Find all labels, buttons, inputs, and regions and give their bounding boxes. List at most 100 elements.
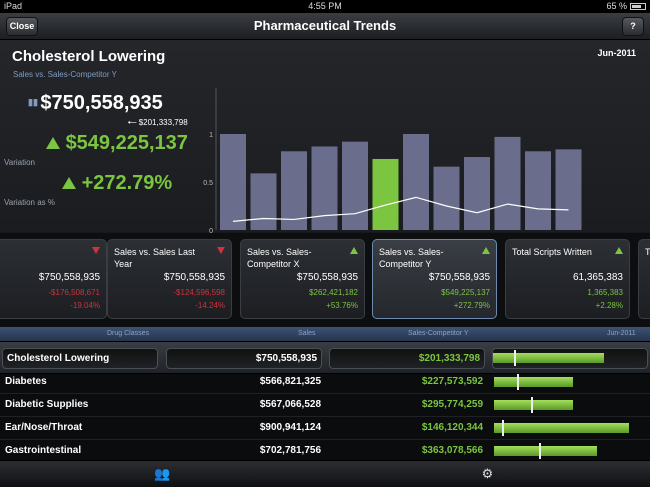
- kpi-card-value: $750,558,935: [163, 272, 225, 283]
- selected-bar-cell: [492, 348, 648, 369]
- kpi-card-pct: +272.79%: [453, 301, 490, 310]
- kpi-card[interactable]: s $750,558,935 -$176,508,671 -19.04%: [0, 239, 107, 319]
- competitor-value: •─ $201,333,798: [128, 118, 188, 127]
- chart-bar[interactable]: [494, 136, 521, 230]
- kpi-card[interactable]: Sales vs. Sales Last Year $750,558,935 -$1…: [107, 239, 232, 319]
- battery-indicator: 65 %: [606, 1, 646, 11]
- kpi-card-value: $750,558,935: [296, 272, 358, 283]
- col-period: Jun-2011: [607, 330, 636, 337]
- summary-subtitle: Sales vs. Sales-Competitor Y: [13, 70, 117, 79]
- competitor-marker: [538, 443, 541, 459]
- kpi-card[interactable]: Total Scripts Written 61,365,383 1,365,383…: [505, 239, 630, 319]
- row-name: Ear/Nose/Throat: [5, 422, 83, 433]
- summary-date: Jun-2011: [597, 48, 636, 58]
- up-arrow-icon: [62, 177, 76, 189]
- row-sales: $702,781,756: [259, 445, 321, 456]
- row-competitor: $295,774,259: [421, 399, 483, 410]
- kpi-card-title: Sales vs. Sales-Competitor Y: [379, 247, 444, 269]
- up-arrow-icon: [482, 247, 490, 254]
- variation-pct-value: +272.79%: [62, 172, 172, 195]
- close-button[interactable]: Close: [6, 17, 38, 36]
- kpi-card-pct: -19.04%: [70, 301, 100, 310]
- y-tick-label: 1: [209, 132, 213, 139]
- up-arrow-icon: [46, 137, 60, 149]
- clock: 4:55 PM: [308, 1, 342, 11]
- chart-bar[interactable]: [281, 151, 307, 230]
- col-competitor: Sales-Competitor Y: [408, 330, 469, 337]
- chart-bar[interactable]: [555, 149, 582, 230]
- nav-bar: Close Pharmaceutical Trends ?: [0, 13, 650, 40]
- bar-chart-icon: ▮▮: [28, 97, 41, 107]
- row-sales: $567,066,528: [259, 399, 321, 410]
- kpi-cards: s $750,558,935 -$176,508,671 -19.04% Sales v…: [0, 233, 650, 327]
- kpi-card-value: 61,365,383: [572, 272, 623, 283]
- kpi-card-title: s: [0, 246, 85, 258]
- kpi-card[interactable]: Sales vs. Sales-Competitor Y $750,558,935…: [372, 239, 497, 319]
- chart-bar[interactable]: [525, 151, 551, 230]
- row-competitor: $363,078,566: [421, 445, 483, 456]
- kpi-card-pct: -14.24%: [195, 301, 225, 310]
- kpi-card-delta: $262,421,182: [309, 288, 358, 297]
- row-sales: $900,941,124: [259, 422, 321, 433]
- competitor-marker: [517, 374, 520, 390]
- chart-bar[interactable]: [464, 157, 490, 230]
- col-drug-classes: Drug Classes: [107, 330, 150, 337]
- sales-bar: [493, 353, 604, 363]
- kpi-card-title: Sales vs. Sales-Competitor X: [247, 247, 312, 269]
- variation-pct-label: Variation as %: [4, 198, 55, 207]
- row-name: Gastrointestinal: [5, 445, 82, 456]
- kpi-card-title: Sales vs. Sales Last Year: [114, 247, 196, 269]
- chart-bar[interactable]: [372, 158, 399, 230]
- chart-bar[interactable]: [403, 134, 429, 230]
- selected-competitor: $201,333,798: [329, 348, 485, 369]
- kpi-card-delta: -$124,596,598: [173, 288, 225, 297]
- chart-bar[interactable]: [433, 166, 460, 230]
- kpi-card-delta: 1,365,383: [587, 288, 623, 297]
- chart-bar[interactable]: [250, 173, 277, 230]
- col-sales: Sales: [298, 330, 316, 337]
- battery-icon: [630, 3, 646, 10]
- chart-bar[interactable]: [220, 134, 246, 230]
- table-header: Drug Classes Sales Sales-Competitor Y Ju…: [0, 327, 650, 341]
- y-tick-label: 0: [209, 228, 213, 235]
- sales-bar: [494, 423, 629, 433]
- kpi-card-pct: +53.76%: [326, 301, 358, 310]
- row-name: Diabetic Supplies: [5, 399, 89, 410]
- row-sales: $566,821,325: [259, 376, 321, 387]
- monthly-chart: 00.51Jan-2011Feb-2011Mar-2011Apr-2011May…: [203, 88, 582, 244]
- kpi-card[interactable]: Sales vs. Sales-Competitor X $750,558,935…: [240, 239, 365, 319]
- sales-bar: [494, 400, 573, 410]
- kpi-card-pct: +2.28%: [595, 301, 623, 310]
- help-button[interactable]: ?: [622, 17, 644, 36]
- device-label: iPad: [4, 1, 23, 11]
- competitor-marker: [514, 350, 517, 366]
- variation-value: $549,225,137: [46, 132, 188, 155]
- table-row[interactable]: Diabetes $566,821,325 $227,573,592: [0, 371, 650, 394]
- gear-icon[interactable]: ⚙: [481, 466, 494, 481]
- row-name: Diabetes: [5, 376, 47, 387]
- y-tick-label: 0.5: [203, 180, 213, 187]
- variation-label: Variation: [4, 158, 35, 167]
- table-row[interactable]: Diabetic Supplies $567,066,528 $295,774,25…: [0, 394, 650, 417]
- kpi-card-value: $750,558,935: [38, 272, 100, 283]
- status-bar: iPad 4:55 PM 65 %: [0, 0, 650, 13]
- competitor-line: [232, 196, 569, 222]
- page-title: Pharmaceutical Trends: [253, 18, 397, 33]
- sales-bar: [494, 446, 598, 456]
- competitor-marker: [530, 397, 533, 413]
- row-competitor: $227,573,592: [421, 376, 483, 387]
- kpi-card-delta: $549,225,137: [441, 288, 490, 297]
- up-arrow-icon: [615, 247, 623, 254]
- chart-bar[interactable]: [342, 141, 368, 230]
- selected-row[interactable]: Cholesterol Lowering $750,558,935 $201,3…: [0, 341, 650, 374]
- line-icon: •─: [128, 118, 139, 127]
- selected-name: Cholesterol Lowering: [2, 348, 158, 369]
- kpi-card[interactable]: To: [638, 239, 650, 319]
- users-icon[interactable]: 👥: [154, 466, 171, 481]
- sales-bar: [494, 377, 573, 387]
- sales-value: ▮▮ $750,558,935: [28, 92, 163, 114]
- down-arrow-icon: [217, 247, 225, 254]
- table-row[interactable]: Ear/Nose/Throat $900,941,124 $146,120,344: [0, 417, 650, 440]
- chart-bar[interactable]: [311, 146, 338, 230]
